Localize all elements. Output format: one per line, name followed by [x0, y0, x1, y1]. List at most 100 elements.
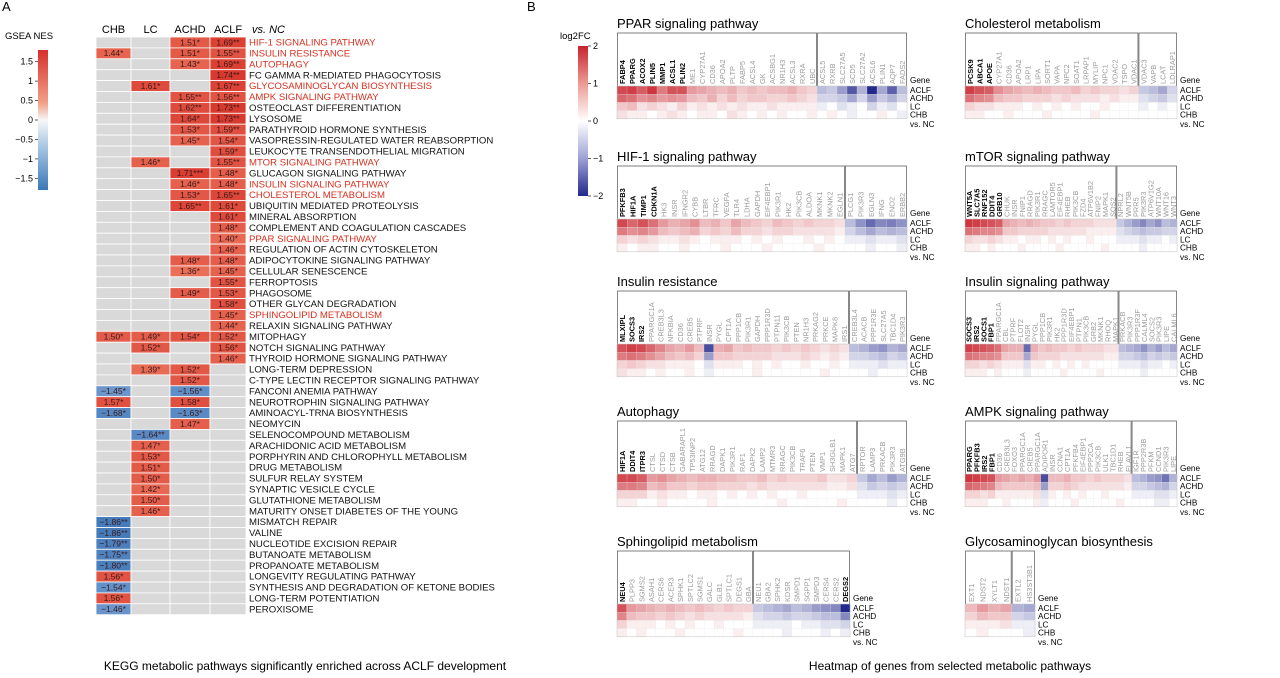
fc-cell	[856, 473, 868, 483]
pathway-label: GLUTATHIONE METABOLISM	[249, 495, 381, 506]
fc-cell	[766, 473, 778, 483]
fc-cell	[791, 603, 802, 613]
nes-cell	[130, 265, 171, 278]
fc-cell	[858, 352, 869, 361]
gene-label: AQP7	[888, 64, 897, 84]
fc-cell	[781, 603, 793, 613]
nes-cell	[95, 428, 132, 441]
fc-legend-title: log2FC	[560, 31, 591, 42]
fc-cell	[800, 368, 811, 378]
nes-cell	[95, 418, 132, 430]
fc-cell	[1052, 360, 1061, 369]
nes-cell	[130, 47, 171, 60]
fc-cell	[839, 368, 850, 378]
fc-cell	[1061, 85, 1072, 95]
fc-cell	[723, 612, 734, 621]
fc-cell	[1078, 227, 1087, 236]
nes-value: 1.58*	[180, 397, 201, 407]
gene-label: EIF4EBP1	[1078, 437, 1087, 472]
fc-cell	[746, 102, 758, 111]
fc-cell	[811, 612, 822, 621]
fc-cell	[1051, 94, 1062, 103]
fc-cell	[626, 603, 637, 613]
nes-cell	[209, 483, 247, 496]
fc-cell	[1118, 352, 1127, 361]
fc-cell	[676, 94, 688, 103]
gene-label: APOA2	[1014, 59, 1023, 84]
fc-cell	[772, 620, 783, 629]
nes-cell	[130, 548, 171, 561]
fc-cell	[1023, 628, 1036, 638]
gene-group-bracket	[617, 290, 849, 344]
fc-cell	[751, 235, 763, 244]
nes-cell	[130, 352, 171, 365]
fc-cell	[772, 227, 784, 236]
fc-cell	[866, 102, 878, 111]
gene-label: RNF152	[980, 189, 989, 217]
fc-cell	[684, 368, 695, 378]
gene-label: CALML4	[1140, 313, 1149, 342]
pathway-label: CHOLESTEROL METABOLISM	[249, 190, 385, 201]
fc-cell	[1154, 360, 1163, 369]
fc-cell	[771, 352, 782, 361]
fc-cell	[706, 110, 718, 120]
fc-cell	[1074, 352, 1083, 361]
gene-group-bracket	[965, 290, 1119, 344]
fc-cell	[865, 227, 877, 236]
fc-cell	[811, 603, 822, 613]
fc-cell	[1067, 368, 1075, 378]
fc-cell	[1154, 218, 1163, 228]
fc-cell	[694, 620, 705, 629]
nes-cell	[130, 178, 171, 190]
fc-cell	[772, 612, 783, 621]
fc-cell	[616, 218, 628, 228]
fc-cell	[846, 110, 858, 120]
gene-label: SOAT1	[1072, 60, 1081, 84]
fc-cell	[987, 482, 996, 491]
fc-cell	[876, 482, 888, 491]
gene-label: PPP1R3E	[869, 309, 878, 342]
nes-cell	[130, 581, 171, 594]
fc-cell	[756, 490, 768, 499]
fc-cell	[668, 243, 680, 253]
fc-cell	[647, 235, 659, 244]
column-header-achd: ACHD	[174, 24, 205, 36]
row-label-aclf: ACLF	[910, 86, 931, 95]
nes-cell	[169, 243, 211, 256]
fc-cell	[964, 482, 973, 491]
fc-cell	[1033, 498, 1042, 508]
nes-cell	[130, 276, 171, 289]
gene-label: TBC1D1	[1109, 444, 1118, 472]
fc-cell	[1096, 343, 1105, 353]
fc-cell	[656, 473, 668, 483]
fc-cell	[616, 102, 628, 111]
fc-cell	[1052, 368, 1061, 378]
fc-cell	[964, 343, 973, 353]
nes-cell	[95, 145, 132, 158]
fc-cell	[800, 360, 811, 369]
fc-cell	[786, 490, 798, 499]
fc-cell	[772, 235, 784, 244]
fc-cell	[786, 85, 798, 95]
nes-value: 1.51*	[180, 37, 201, 47]
fc-cell	[1116, 498, 1125, 508]
fc-cell	[1002, 482, 1011, 491]
fc-cell	[1048, 235, 1057, 244]
fc-cell	[666, 490, 678, 499]
gene-label: ULK1	[1101, 454, 1110, 473]
nes-cell	[130, 200, 171, 212]
fc-cell	[1089, 360, 1097, 369]
fc-cell	[1078, 498, 1087, 508]
nes-cell	[130, 592, 171, 605]
gene-label: PPARGC1A	[647, 302, 656, 342]
fc-cell	[980, 490, 989, 499]
fc-cell	[1001, 368, 1010, 378]
fc-cell	[1025, 490, 1034, 499]
row-label-lc: LC	[910, 102, 921, 111]
fc-cell	[824, 227, 835, 236]
fc-cell	[886, 94, 898, 103]
fc-cell	[834, 227, 846, 236]
nes-cell	[130, 36, 171, 49]
fc-cell	[1146, 243, 1155, 253]
fc-cell	[972, 473, 981, 483]
